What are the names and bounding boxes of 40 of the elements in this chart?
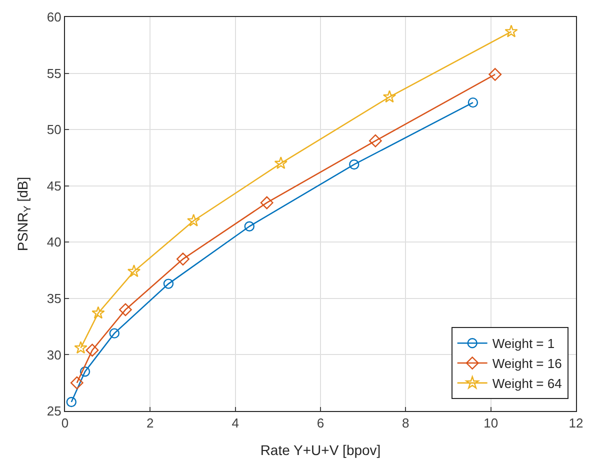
x-tick-label: 10 xyxy=(484,416,498,431)
y-tick-label: 35 xyxy=(46,290,62,306)
point xyxy=(74,341,88,354)
point xyxy=(119,303,132,316)
point xyxy=(504,24,518,38)
y-tick-label: 60 xyxy=(46,10,62,25)
legend-label: Weight = 1 xyxy=(492,336,555,352)
point xyxy=(349,159,360,170)
x-tick-label: 4 xyxy=(232,416,239,431)
point xyxy=(382,90,396,103)
x-tick-label: 8 xyxy=(402,416,410,431)
point xyxy=(260,196,274,210)
x-axis-title: Rate Y+U+V [bpov] xyxy=(260,442,381,458)
x-tick-label: 0 xyxy=(61,416,69,431)
point xyxy=(92,306,105,319)
y-tick-label: 25 xyxy=(46,404,62,419)
y-tick-label: 30 xyxy=(46,347,62,362)
point xyxy=(80,366,90,377)
point xyxy=(176,252,190,266)
point xyxy=(86,344,99,357)
point xyxy=(109,328,120,338)
point xyxy=(274,156,288,170)
point xyxy=(66,396,76,408)
point xyxy=(163,278,174,289)
point xyxy=(468,97,478,108)
y-tick-label: 40 xyxy=(46,234,62,250)
point xyxy=(70,376,84,390)
x-tick-label: 2 xyxy=(146,416,154,431)
y-tick-label: 45 xyxy=(46,178,62,194)
point xyxy=(127,264,141,278)
x-tick-label: 6 xyxy=(316,416,324,431)
point xyxy=(368,134,382,148)
y-tick-label: 50 xyxy=(46,122,62,138)
y-tick-label: 55 xyxy=(46,66,62,81)
point xyxy=(187,214,200,226)
point xyxy=(244,221,254,232)
legend-label: Weight = 16 xyxy=(492,356,562,372)
point xyxy=(488,68,502,81)
x-tick-label: 12 xyxy=(568,416,584,431)
legend-label: Weight = 64 xyxy=(492,376,562,391)
